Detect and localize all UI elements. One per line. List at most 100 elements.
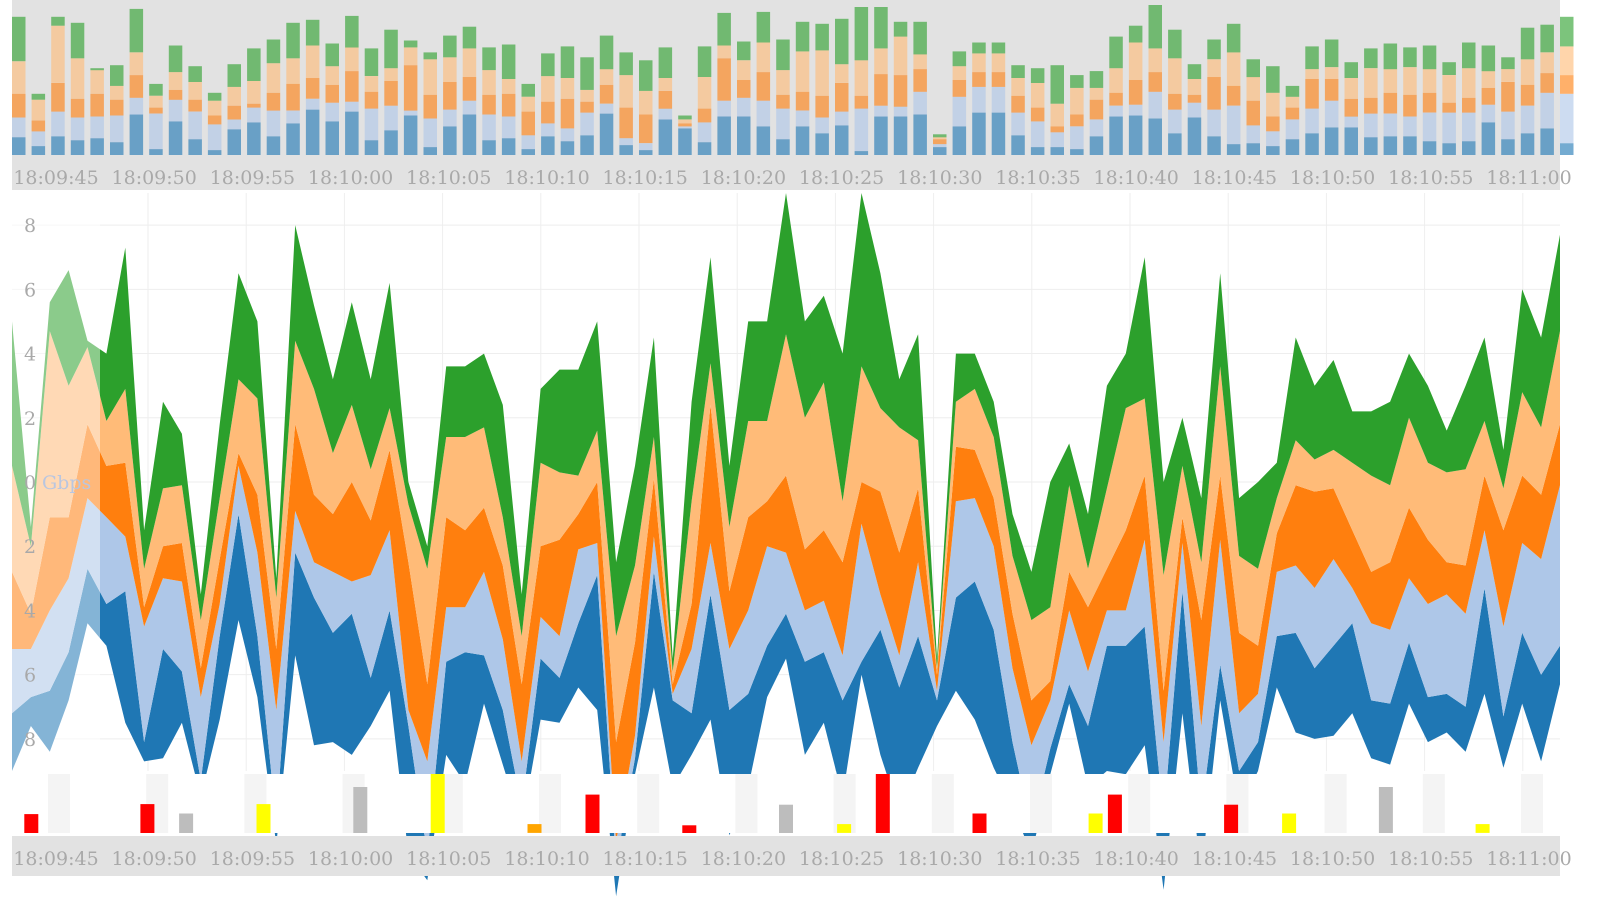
overview-bar-segment — [521, 83, 535, 97]
overview-bar-segment — [1011, 135, 1025, 155]
event-bar[interactable] — [1378, 787, 1393, 833]
overview-bar-segment — [188, 99, 202, 112]
overview-bar-segment — [149, 107, 163, 114]
overview-bar-segment — [1266, 66, 1280, 93]
event-bar[interactable] — [1107, 794, 1122, 833]
overview-x-tick-label: 18:09:55 — [210, 167, 295, 189]
overview-bar-segment — [619, 75, 633, 108]
overview-bar-segment — [952, 126, 967, 155]
event-bar[interactable] — [837, 824, 852, 833]
overview-bar-segment — [933, 139, 947, 145]
overview-bar-segment — [560, 46, 575, 78]
overview-bar-segment — [913, 54, 927, 70]
overview-bar-segment — [1187, 79, 1202, 95]
overview-bar-segment — [1030, 83, 1045, 108]
overview-bar-segment — [1383, 92, 1398, 114]
overview-bar-segment — [776, 94, 790, 109]
overview-bar-segment — [697, 77, 712, 109]
event-bar[interactable] — [430, 774, 445, 833]
bottom-x-tick-label: 18:09:55 — [210, 848, 295, 870]
overview-bar-segment — [1070, 149, 1084, 155]
overview-bar-segment — [1050, 147, 1064, 155]
event-bar[interactable] — [585, 794, 600, 833]
overview-bar-segment — [1070, 75, 1084, 88]
overview-bar-segment — [737, 97, 751, 117]
overview-bar-segment — [580, 112, 594, 136]
overview-bar-segment — [1520, 59, 1535, 85]
event-bar[interactable] — [353, 787, 368, 833]
event-bar[interactable] — [140, 804, 155, 833]
overview-bar-segment — [1324, 39, 1339, 68]
overview-bar-segment — [462, 77, 477, 101]
overview-bar-segment — [305, 19, 320, 46]
overview-bar-segment — [364, 48, 379, 76]
overview-bar-segment — [1246, 77, 1260, 101]
overview-bar-segment — [168, 72, 183, 90]
overview-bar-segment — [854, 151, 869, 155]
overview-bar-segment — [991, 72, 1006, 87]
overview-bar-segment — [1462, 42, 1476, 69]
overview-bar-segment — [110, 85, 124, 100]
overview-bar-segment — [403, 40, 418, 48]
overview-bar-segment — [51, 25, 65, 83]
overview-bar-segment — [737, 60, 751, 80]
overview-bar-segment — [1364, 48, 1378, 69]
y-tick-label: 8 — [24, 729, 36, 751]
overview-x-tick-label: 18:10:05 — [406, 167, 491, 189]
event-bar[interactable] — [972, 813, 987, 834]
overview-bar-segment — [325, 66, 339, 85]
event-bar[interactable] — [179, 813, 194, 834]
overview-bar-segment — [1364, 113, 1378, 138]
overview-bar-segment — [1226, 23, 1241, 53]
overview-bar-segment — [1030, 121, 1045, 148]
y-tick-label: 4 — [24, 600, 36, 622]
overview-bar-segment — [286, 110, 300, 124]
overview-bar-segment — [384, 68, 398, 81]
overview-bar-segment — [854, 7, 869, 61]
overview-bar-segment — [541, 101, 555, 124]
overview-bar-segment — [1540, 52, 1554, 74]
event-bar[interactable] — [1224, 804, 1239, 833]
overview-bar-segment — [1324, 127, 1339, 155]
overview-bar-segment — [462, 100, 477, 115]
overview-bar-segment — [560, 128, 575, 142]
overview-bar-segment — [70, 140, 85, 155]
event-bar[interactable] — [527, 824, 542, 833]
overview-bar-segment — [678, 119, 692, 124]
overview-bar-segment — [423, 59, 437, 95]
overview-bar-segment — [1266, 146, 1280, 155]
overview-bar-segment — [1168, 93, 1182, 110]
overview-bar-segment — [678, 126, 692, 129]
event-bar[interactable] — [779, 804, 793, 833]
overview-bar-segment — [90, 93, 104, 117]
overview-bar-segment — [1266, 131, 1280, 147]
overview-bar-segment — [168, 89, 183, 100]
overview-bar-segment — [1089, 87, 1104, 100]
overview-bar-segment — [795, 110, 810, 127]
overview-bar-segment — [815, 117, 829, 134]
overview-bar-segment — [1187, 94, 1202, 103]
overview-bar-segment — [1109, 36, 1123, 69]
overview-panel[interactable]: 18:09:45 18:09:50 18:09:55 18:10:00 18:10:05… — [12, 0, 1574, 190]
overview-bar-segment — [1481, 71, 1496, 88]
event-bar[interactable] — [24, 814, 39, 833]
overview-bar-segment — [952, 51, 967, 67]
event-bar[interactable] — [682, 825, 697, 833]
event-bar[interactable] — [875, 774, 890, 833]
overview-bar-segment — [384, 81, 398, 106]
overview-bar-segment — [1168, 58, 1182, 94]
overview-bar-segment — [286, 123, 300, 155]
overview-bar-segment — [913, 21, 927, 55]
overview-bar-segment — [110, 142, 124, 155]
overview-bar-segment — [31, 93, 46, 100]
event-bar[interactable] — [256, 804, 271, 833]
event-bar[interactable] — [1088, 813, 1103, 834]
y-tick-label: 8 — [24, 215, 36, 237]
event-bar[interactable] — [1282, 813, 1297, 834]
event-bar[interactable] — [1475, 824, 1490, 833]
overview-bar-segment — [717, 100, 731, 117]
overview-bar-segment — [501, 93, 516, 117]
overview-bar-segment — [129, 114, 144, 155]
overview-bar-segment — [1364, 97, 1378, 114]
overview-bar-segment — [1246, 143, 1260, 155]
